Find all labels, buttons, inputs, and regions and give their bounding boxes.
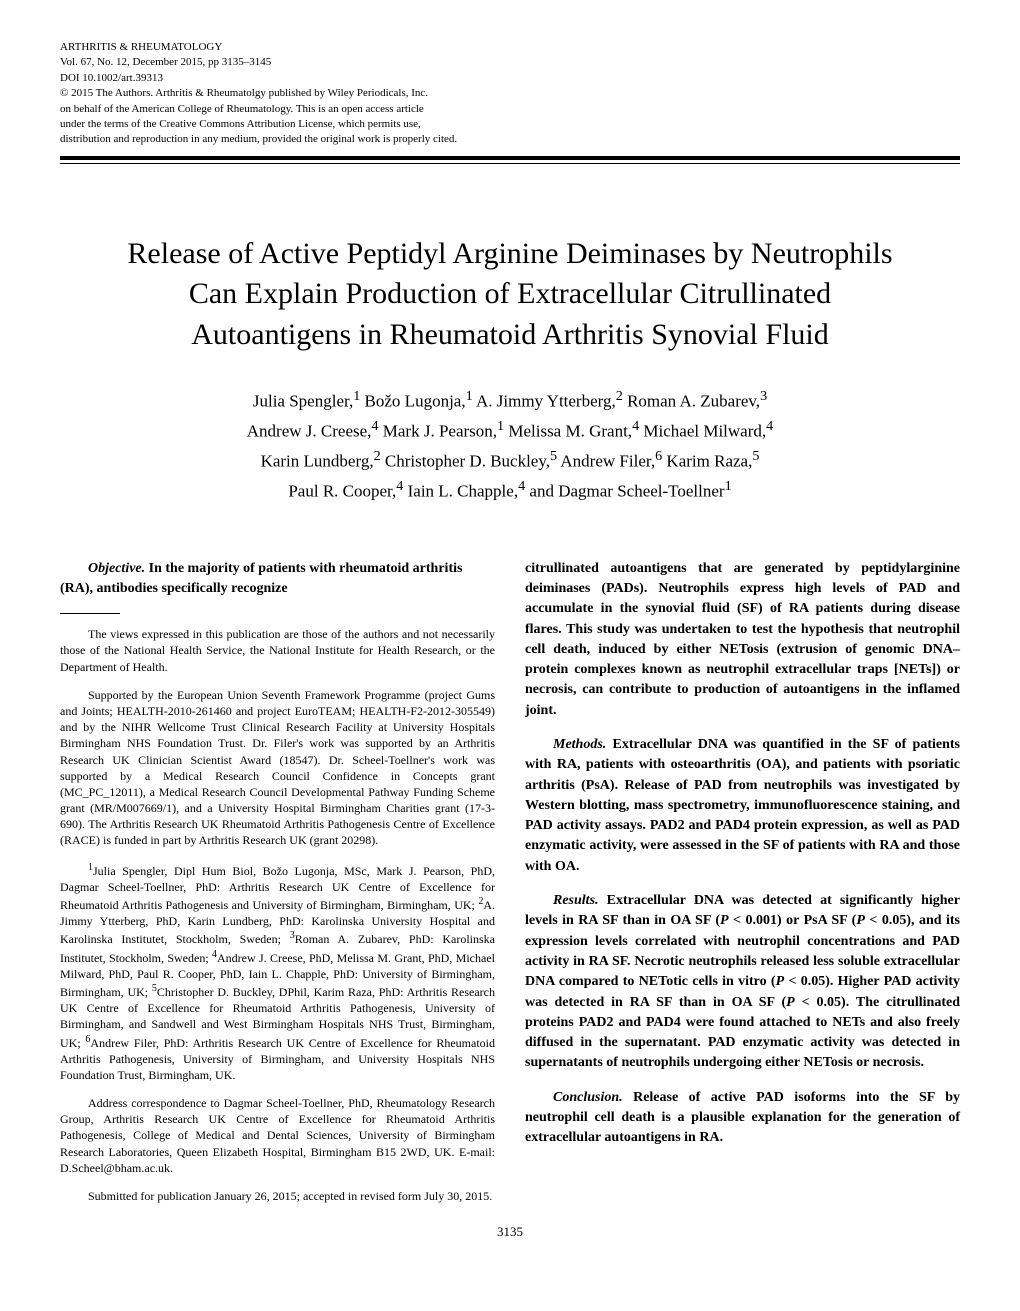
conclusion-label: Conclusion. [553, 1090, 623, 1105]
header-rule [60, 156, 960, 164]
journal-license2: under the terms of the Creative Commons … [60, 117, 960, 132]
results-label: Results. [553, 893, 599, 908]
objective-label: Objective. [88, 561, 145, 576]
methods-paragraph: Methods. Extracellular DNA was quantifie… [525, 735, 960, 877]
right-column: citrullinated autoantigens that are gene… [525, 545, 960, 1205]
results-paragraph: Results. Extracellular DNA was detected … [525, 891, 960, 1074]
journal-license3: distribution and reproduction in any med… [60, 132, 960, 147]
methods-label: Methods. [553, 737, 606, 752]
title-line2: Can Explain Production of Extracellular … [189, 277, 831, 310]
methods-text: Extracellular DNA was quantified in the … [525, 737, 960, 874]
footnote-affiliations: 1Julia Spengler, Dipl Hum Biol, Božo Lug… [60, 861, 495, 1083]
objective-paragraph: Objective. In the majority of patients w… [60, 559, 495, 600]
page-number: 3135 [60, 1224, 960, 1240]
journal-license1: on behalf of the American College of Rhe… [60, 102, 960, 117]
title-line3: Autoantigens in Rheumatoid Arthritis Syn… [191, 318, 829, 351]
authors-block: Julia Spengler,1 Božo Lugonja,1 A. Jimmy… [100, 385, 920, 504]
left-column: Objective. In the majority of patients w… [60, 545, 495, 1205]
journal-issue: Vol. 67, No. 12, December 2015, pp 3135–… [60, 55, 960, 70]
journal-header: ARTHRITIS & RHEUMATOLOGY Vol. 67, No. 12… [60, 40, 960, 148]
journal-doi: DOI 10.1002/art.39313 [60, 71, 960, 86]
results-text: Extracellular DNA was detected at signif… [525, 893, 960, 1070]
abstract-continued: citrullinated autoantigens that are gene… [525, 559, 960, 721]
conclusion-paragraph: Conclusion. Release of active PAD isofor… [525, 1088, 960, 1149]
footnote-views: The views expressed in this publication … [60, 626, 495, 675]
footnote-divider [60, 613, 120, 614]
journal-name: ARTHRITIS & RHEUMATOLOGY [60, 40, 960, 55]
footnote-funding: Supported by the European Union Seventh … [60, 687, 495, 849]
article-title: Release of Active Peptidyl Arginine Deim… [100, 234, 920, 356]
title-line1: Release of Active Peptidyl Arginine Deim… [127, 237, 892, 270]
footnote-submitted: Submitted for publication January 26, 20… [60, 1188, 495, 1204]
journal-copyright: © 2015 The Authors. Arthritis & Rheumato… [60, 86, 960, 101]
footnote-correspondence: Address correspondence to Dagmar Scheel-… [60, 1095, 495, 1176]
